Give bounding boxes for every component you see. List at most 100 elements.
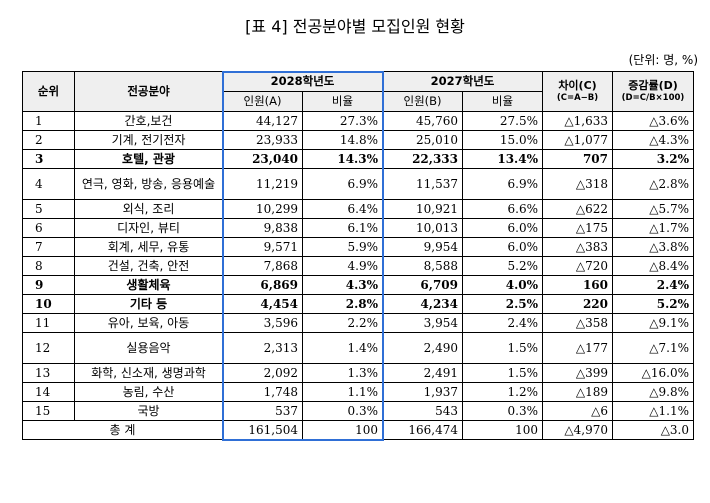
cell-diff: △622 [542,199,613,219]
cell-rank: 1 [22,111,75,131]
cell-ratio-2028: 4.3% [302,275,383,295]
cell-rank: 2 [22,130,75,150]
cell-field: 유아, 보육, 아동 [74,313,223,333]
cell-field: 농림, 수산 [74,382,223,402]
cell-ratio-2028: 1.4% [302,332,383,364]
cell-rank: 4 [22,168,75,200]
total-ratio-2027: 100 [462,420,543,440]
cell-rank: 8 [22,256,75,276]
cell-ratio-2028: 6.4% [302,199,383,219]
cell-rank: 14 [22,382,75,402]
cell-field: 연극, 영화, 방송, 응용예술 [74,168,223,200]
cell-rank: 13 [22,363,75,383]
table-row: 15 국방 537 0.3% 543 0.3% △6 △1.1% [22,401,694,421]
cell-diff: △6 [542,401,613,421]
cell-ratio-2027: 15.0% [462,130,543,150]
cell-rate: △3.6% [612,111,694,131]
header-field: 전공분야 [74,71,223,112]
cell-rank: 5 [22,199,75,219]
cell-ratio-2027: 13.4% [462,149,543,169]
cell-diff: 160 [542,275,613,295]
table-row: 8 건설, 건축, 안전 7,868 4.9% 8,588 5.2% △720 △8.4% [22,256,694,276]
cell-count-2028: 23,040 [222,149,303,169]
cell-ratio-2028: 6.9% [302,168,383,200]
header-diff: 차이(C) (C=A−B) [542,71,613,112]
header-ratio-2027: 비율 [462,91,543,112]
cell-count-2028: 44,127 [222,111,303,131]
header-rate: 증감률(D) (D=C/B×100) [612,71,694,112]
table-row: 1 간호,보건 44,127 27.3% 45,760 27.5% △1,633 △3.6% [22,111,694,131]
cell-ratio-2028: 6.1% [302,218,383,238]
total-count-2027: 166,474 [382,420,463,440]
cell-rate: △2.8% [612,168,694,200]
cell-rate: △7.1% [612,332,694,364]
cell-count-2028: 1,748 [222,382,303,402]
total-diff: △4,970 [542,420,613,440]
cell-count-2028: 4,454 [222,294,303,314]
header-diff-label: 차이(C) [558,78,597,92]
cell-count-2027: 3,954 [382,313,463,333]
header-2027: 2027학년도 [382,71,543,92]
cell-count-2027: 9,954 [382,237,463,257]
cell-field: 기타 등 [74,294,223,314]
cell-rate: △9.1% [612,313,694,333]
table-title: [표 4] 전공분야별 모집인원 현황 [245,17,465,36]
cell-diff: △1,633 [542,111,613,131]
cell-field: 건설, 건축, 안전 [74,256,223,276]
table-row: 6 디자인, 뷰티 9,838 6.1% 10,013 6.0% △175 △1.7% [22,218,694,238]
cell-ratio-2028: 5.9% [302,237,383,257]
cell-rate: 3.2% [612,149,694,169]
cell-ratio-2027: 2.4% [462,313,543,333]
cell-count-2028: 23,933 [222,130,303,150]
table-row: 12 실용음악 2,313 1.4% 2,490 1.5% △177 △7.1% [22,332,694,364]
cell-ratio-2028: 0.3% [302,401,383,421]
cell-rate: △1.7% [612,218,694,238]
cell-diff: △189 [542,382,613,402]
cell-ratio-2028: 14.8% [302,130,383,150]
cell-diff: 220 [542,294,613,314]
cell-rank: 12 [22,332,75,364]
cell-ratio-2028: 27.3% [302,111,383,131]
cell-field: 생활체육 [74,275,223,295]
cell-ratio-2028: 1.1% [302,382,383,402]
cell-ratio-2027: 6.0% [462,218,543,238]
unit-note: (단위: 명, %) [628,53,698,67]
cell-count-2028: 9,571 [222,237,303,257]
cell-count-2027: 25,010 [382,130,463,150]
cell-count-2027: 11,537 [382,168,463,200]
cell-diff: △358 [542,313,613,333]
cell-ratio-2027: 1.2% [462,382,543,402]
total-count-2028: 161,504 [222,420,303,440]
cell-ratio-2027: 6.9% [462,168,543,200]
cell-rate: △3.8% [612,237,694,257]
cell-rate: 5.2% [612,294,694,314]
cell-count-2027: 543 [382,401,463,421]
cell-rate: △9.8% [612,382,694,402]
cell-diff: 707 [542,149,613,169]
cell-rate: △1.1% [612,401,694,421]
cell-count-2028: 7,868 [222,256,303,276]
cell-count-2028: 2,313 [222,332,303,364]
recruitment-table: 순위 전공분야 2028학년도 2027학년도 차이(C) (C=A−B) 증감… [22,71,694,440]
header-ratio-2028: 비율 [302,91,383,112]
table-row: 4 연극, 영화, 방송, 응용예술 11,219 6.9% 11,537 6.9% △31… [22,168,694,200]
cell-ratio-2027: 5.2% [462,256,543,276]
cell-rank: 7 [22,237,75,257]
cell-rate: 2.4% [612,275,694,295]
table-row: 9 생활체육 6,869 4.3% 6,709 4.0% 160 2.4% [22,275,694,295]
cell-rate: △5.7% [612,199,694,219]
cell-diff: △175 [542,218,613,238]
cell-field: 호텔, 관광 [74,149,223,169]
cell-diff: △318 [542,168,613,200]
cell-count-2028: 6,869 [222,275,303,295]
cell-rate: △16.0% [612,363,694,383]
cell-diff: △720 [542,256,613,276]
cell-rank: 6 [22,218,75,238]
cell-count-2027: 2,490 [382,332,463,364]
header-2028: 2028학년도 [222,71,383,92]
cell-field: 외식, 조리 [74,199,223,219]
cell-count-2027: 22,333 [382,149,463,169]
total-row: 총 계 161,504 100 166,474 100 △4,970 △3.0 [22,420,694,440]
cell-count-2027: 10,013 [382,218,463,238]
cell-rank: 15 [22,401,75,421]
